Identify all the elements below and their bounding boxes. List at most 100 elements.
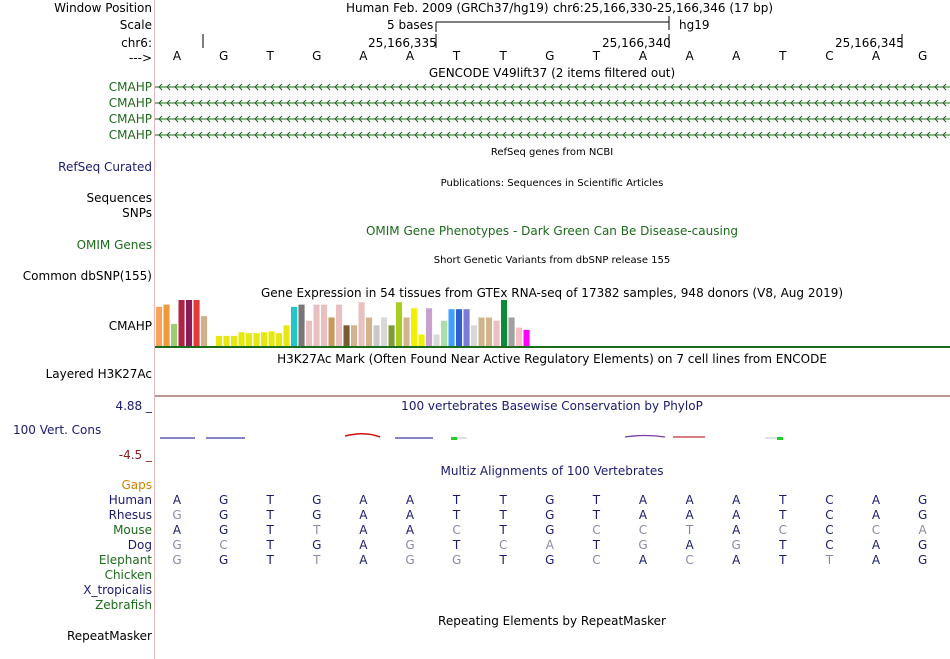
gencode-transcripts[interactable]	[155, 80, 950, 144]
gencode-item-2[interactable]: CMAHP	[108, 96, 152, 110]
gtex-bar-chart[interactable]	[155, 299, 950, 349]
strand-chevron	[158, 131, 163, 139]
multiz-track-title: Multiz Alignments of 100 Vertebrates	[440, 464, 664, 478]
strand-chevron	[262, 131, 267, 139]
strand-chevron	[502, 115, 507, 123]
strand-chevron	[566, 131, 571, 139]
alignment-base: A	[685, 493, 694, 507]
strand-chevron	[838, 99, 843, 107]
strand-chevron	[358, 131, 363, 139]
strand-chevron	[182, 115, 187, 123]
alignment-base: G	[917, 493, 928, 507]
gtex-tissue-bar	[373, 325, 380, 346]
species-label-mouse[interactable]: Mouse	[113, 523, 152, 537]
strand-chevron	[462, 83, 467, 91]
alignment-base: G	[545, 508, 555, 522]
strand-chevron	[742, 99, 747, 107]
alignment-base: T	[499, 553, 507, 567]
strand-chevron	[278, 115, 283, 123]
label-divider	[154, 0, 155, 659]
alignment-base: C	[685, 553, 694, 567]
omim-track-title: OMIM Gene Phenotypes - Dark Green Can Be…	[365, 224, 739, 238]
strand-chevron	[926, 99, 931, 107]
alignment-base: C	[825, 508, 834, 522]
strand-chevron	[590, 115, 595, 123]
dbsnp-label[interactable]: Common dbSNP(155)	[22, 269, 152, 283]
species-label-rhesus[interactable]: Rhesus	[108, 508, 152, 522]
cons-segment	[344, 433, 381, 438]
strand-chevron	[694, 83, 699, 91]
strand-chevron	[894, 99, 899, 107]
gtex-tissue-bar	[418, 334, 425, 346]
conservation-wiggle[interactable]	[155, 428, 950, 448]
h3k27-label[interactable]: Layered H3K27Ac	[45, 367, 152, 381]
alignment-base: G	[218, 553, 229, 567]
base-letter: A	[871, 49, 881, 63]
strand-chevron	[166, 131, 171, 139]
strand-chevron	[166, 115, 171, 123]
species-label-chicken[interactable]: Chicken	[104, 568, 152, 582]
strand-chevron	[526, 115, 531, 123]
species-label-x-tropicalis[interactable]: X_tropicalis	[83, 583, 152, 597]
strand-chevron	[534, 115, 539, 123]
gencode-item-1[interactable]: CMAHP	[108, 80, 152, 94]
strand-chevron	[382, 83, 387, 91]
gencode-item-4[interactable]: CMAHP	[108, 128, 152, 142]
strand-chevron	[270, 131, 275, 139]
gtex-tissue-bar	[516, 327, 523, 346]
species-label-human[interactable]: Human	[108, 493, 152, 507]
gaps-label[interactable]: Gaps	[121, 478, 152, 492]
strand-chevron	[310, 99, 315, 107]
strand-chevron	[494, 115, 499, 123]
gtex-tissue-bar	[283, 325, 290, 346]
strand-chevron	[614, 99, 619, 107]
strand-chevron	[278, 83, 283, 91]
species-label-zebrafish[interactable]: Zebrafish	[95, 598, 152, 612]
strand-chevron	[646, 115, 651, 123]
gtex-tissue-bar	[358, 302, 365, 346]
alignment-base: T	[592, 538, 601, 552]
strand-chevron	[414, 99, 419, 107]
strand-chevron	[734, 115, 739, 123]
strand-chevron	[430, 83, 435, 91]
strand-chevron	[654, 99, 659, 107]
strand-chevron	[446, 83, 451, 91]
gencode-item-3[interactable]: CMAHP	[108, 112, 152, 126]
strand-chevron	[390, 99, 395, 107]
strand-chevron	[486, 115, 491, 123]
snps-label[interactable]: SNPs	[122, 206, 152, 220]
species-label-dog[interactable]: Dog	[127, 538, 152, 552]
gtex-tissue-bar	[478, 317, 485, 346]
alignment-base: A	[685, 538, 694, 552]
sequences-label[interactable]: Sequences	[86, 191, 152, 205]
strand-chevron	[310, 115, 315, 123]
alignment-base: G	[545, 523, 555, 537]
alignment-base: A	[638, 493, 648, 507]
species-label-elephant[interactable]: Elephant	[98, 553, 152, 567]
strand-chevron	[246, 99, 251, 107]
cons-track-label[interactable]: 100 Vert. Cons	[13, 423, 102, 437]
gtex-gene-label[interactable]: CMAHP	[108, 319, 152, 333]
alignment-base: A	[359, 508, 368, 522]
strand-chevron	[310, 83, 315, 91]
strand-chevron	[614, 115, 619, 123]
strand-chevron	[766, 131, 771, 139]
alignment-base: T	[499, 493, 507, 507]
refseq-label[interactable]: RefSeq Curated	[58, 160, 152, 174]
omim-label[interactable]: OMIM Genes	[76, 238, 152, 252]
strand-chevron	[206, 83, 211, 91]
strand-chevron	[518, 115, 523, 123]
strand-chevron	[230, 115, 235, 123]
strand-chevron	[438, 131, 443, 139]
repeatmasker-label[interactable]: RepeatMasker	[66, 629, 152, 643]
strand-chevron	[710, 99, 715, 107]
strand-chevron	[246, 131, 251, 139]
strand-chevron	[494, 99, 499, 107]
strand-chevron	[550, 99, 555, 107]
strand-chevron	[678, 83, 683, 91]
alignment-base: G	[917, 508, 928, 522]
gtex-tissue-bar	[351, 325, 358, 346]
strand-chevron	[486, 131, 491, 139]
strand-chevron	[334, 131, 339, 139]
strand-chevron	[438, 99, 443, 107]
